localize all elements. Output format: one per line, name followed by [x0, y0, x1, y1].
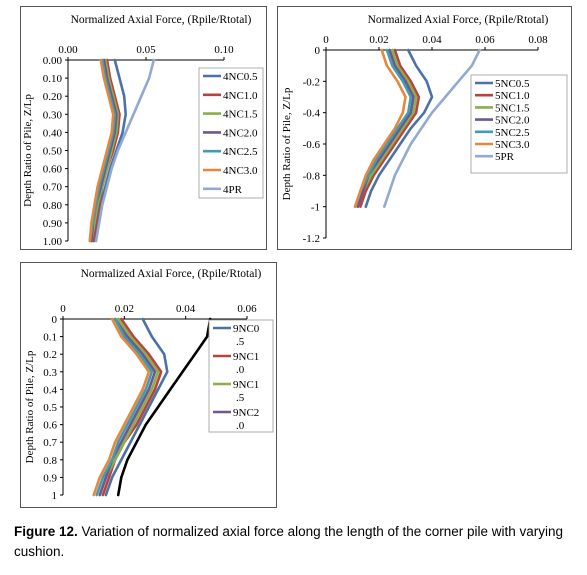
series-line-5NC1.0	[359, 48, 421, 208]
y-tick-label: 1.00	[43, 236, 63, 248]
series-line-4PR	[94, 58, 156, 243]
y-axis-label: Depth Ratio of Pile, Z/Lp	[24, 350, 36, 463]
chart-panel-9-pile: Normalized Axial Force, (Rpile/Rtotal) De…	[20, 262, 277, 508]
x-tick-label: 0.10	[214, 44, 234, 56]
x-tick-label: 0.04	[422, 34, 442, 46]
legend-box	[208, 319, 274, 433]
x-tick-label: 0.02	[369, 34, 388, 46]
series-line-4NC0.5	[93, 58, 127, 243]
legend-label-continued: .5	[236, 392, 245, 404]
y-tick-label: 0.3	[43, 367, 57, 379]
legend-label: 5NC0.5	[495, 78, 530, 90]
legend-label: 4PR	[223, 184, 243, 196]
series-line-4NC1.0	[91, 58, 121, 243]
y-tick-label: -0.2	[303, 76, 320, 88]
legend-label: 4NC3.0	[223, 165, 258, 177]
y-tick-label: -0.4	[303, 108, 321, 120]
x-tick-label: 0.06	[237, 303, 257, 315]
figure-caption: Figure 12. Variation of normalized axial…	[14, 522, 572, 562]
legend-label-continued: .0	[236, 420, 245, 432]
y-tick-label: 0.00	[43, 55, 63, 67]
y-tick-label: 0.20	[43, 91, 63, 103]
y-tick-label: -1.2	[303, 233, 320, 245]
series-line-4NC3.0	[88, 58, 115, 243]
series-line-unnamed-4	[95, 317, 154, 497]
legend-label: 4NC1.0	[223, 90, 258, 102]
legend-label: 4NC2.5	[223, 146, 258, 158]
chart-title: Normalized Axial Force, (Rpile/Rtotal)	[81, 268, 262, 280]
legend-label: 5NC3.0	[495, 139, 530, 151]
y-axis-label: Depth Ratio of Pile, Z/Lp	[22, 94, 34, 207]
y-tick-label: 0.5	[43, 402, 57, 414]
legend-label: 5NC2.0	[495, 115, 530, 127]
y-tick-label: 0.8	[43, 455, 57, 467]
y-tick-label: 0.30	[43, 109, 63, 121]
x-tick-label: 0	[60, 303, 66, 315]
legend-label: 4NC2.0	[223, 127, 258, 139]
y-tick-label: 0.10	[43, 73, 63, 85]
legend-label: 5NC2.5	[495, 127, 530, 139]
y-tick-label: -0.8	[303, 170, 321, 182]
legend-label: 9NC0	[233, 323, 260, 335]
legend-label-continued: .0	[236, 364, 245, 376]
series-line-5NC0.5	[364, 48, 434, 208]
y-tick-label: 0.9	[43, 472, 57, 484]
series-line-5NC1.5	[356, 48, 418, 208]
y-tick-label: 0.2	[43, 349, 57, 361]
legend-label: 5NC1.0	[495, 90, 530, 102]
legend-label: 9NC1	[233, 379, 259, 391]
chart-panel-4-pile: Normalized Axial Force, (Rpile/Rtotal) De…	[20, 6, 267, 250]
chart-title: Normalized Axial Force, (Rpile/Rtotal)	[368, 14, 549, 26]
legend-label-continued: .5	[236, 336, 245, 348]
x-tick-label: 0.08	[528, 34, 548, 46]
y-tick-label: 0	[52, 314, 58, 326]
y-tick-label: -0.6	[303, 139, 321, 151]
x-tick-label: 0.05	[136, 44, 156, 56]
x-tick-label: 0.06	[475, 34, 495, 46]
chart-svg-4-pile: Normalized Axial Force, (Rpile/Rtotal) De…	[22, 14, 264, 248]
legend-label: 5NC1.5	[495, 102, 530, 114]
chart-panel-5-pile: Normalized Axial Force, (Rpile/Rtotal) De…	[277, 6, 572, 250]
legend-label: 9NC2	[233, 407, 259, 419]
y-tick-label: 0.90	[43, 218, 63, 230]
y-tick-label: 0.6	[43, 420, 57, 432]
series-line-5NC3.0	[353, 48, 407, 208]
y-tick-label: 0.4	[43, 384, 57, 396]
x-tick-label: 0.00	[58, 44, 78, 56]
y-tick-label: 0.7	[43, 437, 57, 449]
y-tick-label: 0.60	[43, 164, 63, 176]
chart-title: Normalized Axial Force, (Rpile/Rtotal)	[71, 14, 252, 26]
legend-label: 4NC0.5	[223, 71, 258, 83]
legend: 4NC0.5 4NC1.0 4NC1.5 4NC2.0 4NC2.5 4NC3.0 4PR	[198, 67, 264, 199]
series-line-unnamed-5	[92, 317, 151, 497]
legend-label: 5PR	[495, 151, 515, 163]
series-line-4NC2.5	[88, 58, 117, 243]
x-tick-label: 0	[323, 34, 329, 46]
y-axis-label: Depth Ratio of Pile, Z/Lp	[281, 87, 293, 200]
series-line-4NC1.5	[90, 58, 120, 243]
series-line-5NC2.5	[353, 48, 413, 208]
y-tick-label: 0.50	[43, 146, 63, 158]
series-line-9NC1.5	[98, 317, 160, 497]
y-tick-label: 0.80	[43, 200, 63, 212]
y-tick-label: 0.40	[43, 127, 63, 139]
chart-svg-9-pile: Normalized Axial Force, (Rpile/Rtotal) De…	[24, 268, 274, 502]
chart-svg-5-pile: Normalized Axial Force, (Rpile/Rtotal) De…	[281, 14, 568, 245]
series-line-5PR	[383, 48, 481, 208]
x-tick-label: 0.04	[176, 303, 196, 315]
legend-label: 9NC1	[233, 351, 259, 363]
series-line-unnamed-6	[116, 317, 212, 497]
legend-label: 4NC1.5	[223, 109, 258, 121]
y-tick-label: 0.1	[43, 332, 57, 344]
y-tick-label: 0	[315, 45, 321, 57]
series-line-9NC0.5	[104, 317, 169, 497]
y-tick-label: -1	[311, 202, 320, 214]
x-tick-label: 0.02	[115, 303, 134, 315]
y-tick-label: 0.70	[43, 182, 63, 194]
figure-caption-label: Figure 12.	[14, 524, 78, 539]
y-tick-label: 1	[52, 490, 58, 502]
figure-caption-text: Variation of normalized axial force alon…	[14, 524, 564, 559]
